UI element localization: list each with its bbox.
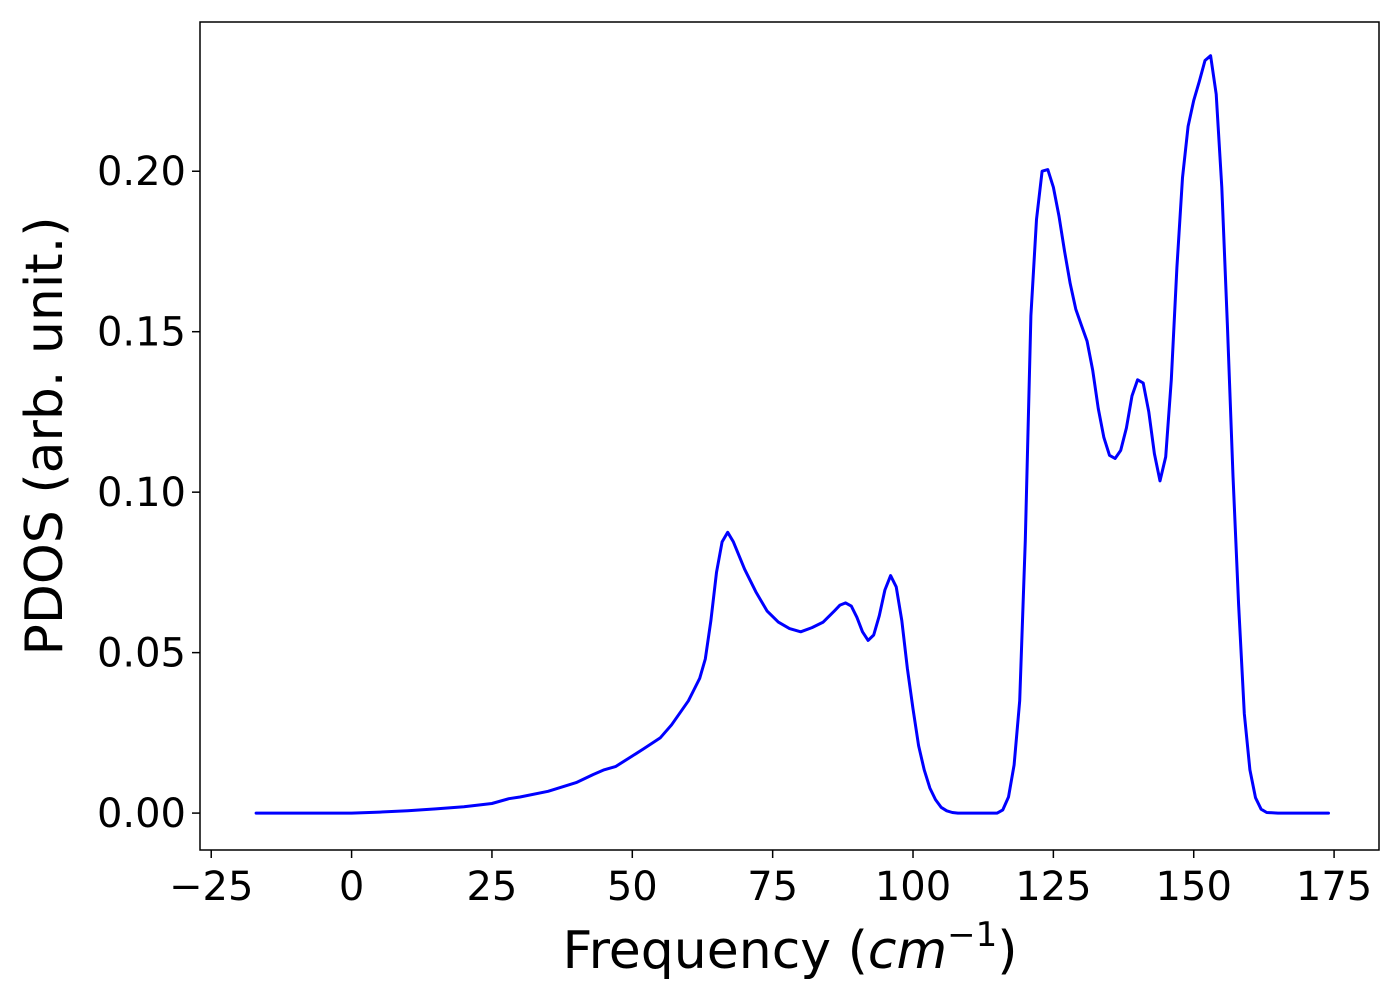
x-tick-label: 175 (1296, 864, 1372, 910)
y-axis-ticks: 0.00 0.05 0.10 0.15 0.20 (97, 149, 200, 837)
x-axis-title-unit: cm (868, 921, 947, 981)
x-tick-label: 100 (875, 864, 951, 910)
x-tick-label: 0 (339, 864, 364, 910)
plot-area-frame (199, 21, 1380, 851)
x-axis-ticks: −25 0 25 50 75 100 125 150 175 (169, 850, 1372, 910)
x-tick-label: 150 (1156, 864, 1232, 910)
y-tick-label: 0.15 (97, 310, 186, 356)
x-tick-label: 50 (607, 864, 658, 910)
x-axis-title-exponent: −1 (947, 915, 997, 955)
x-axis-title: Frequency (cm−1) (562, 915, 1017, 981)
y-axis-title: PDOS (arb. unit.) (15, 216, 75, 655)
x-tick-label: 25 (466, 864, 517, 910)
y-tick-label: 0.20 (97, 149, 186, 195)
y-tick-label: 0.00 (97, 791, 186, 837)
x-tick-label: 75 (747, 864, 798, 910)
x-tick-label: 125 (1015, 864, 1091, 910)
x-axis-title-suffix: ) (997, 921, 1017, 981)
pdos-series-line (254, 54, 1330, 815)
y-tick-label: 0.10 (97, 470, 186, 516)
x-tick-label: −25 (169, 864, 253, 910)
x-axis-title-prefix: Frequency ( (562, 921, 867, 981)
y-tick-label: 0.05 (97, 631, 186, 677)
